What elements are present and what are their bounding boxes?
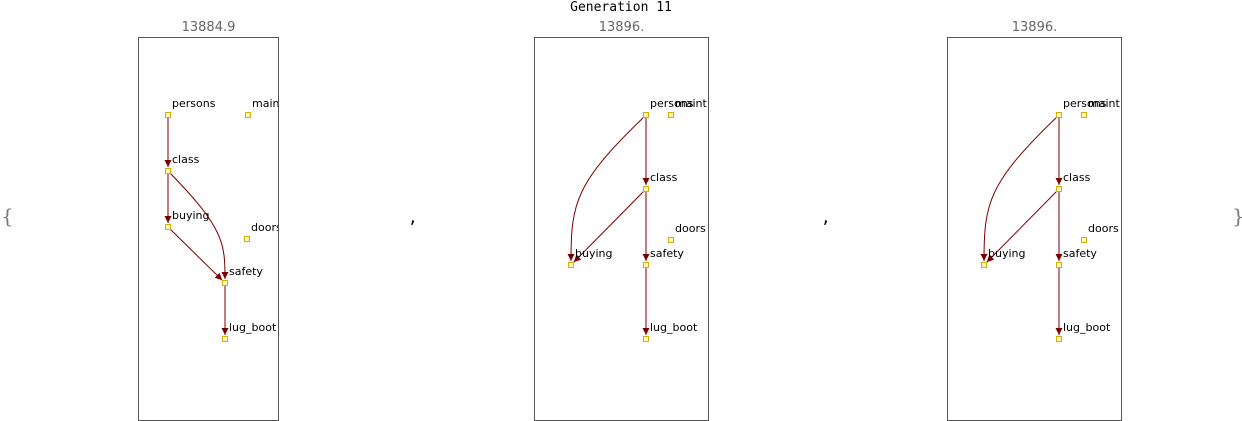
node-persons: persons	[643, 97, 694, 118]
separator-comma-1: ,	[408, 208, 418, 227]
graph-score-3: 13896.	[1011, 20, 1058, 35]
node-maint: maint	[1081, 97, 1120, 118]
node-label-maint: maint	[252, 97, 278, 110]
node-marker-safety	[1056, 262, 1062, 268]
node-label-doors: doors	[251, 221, 278, 234]
node-label-class: class	[172, 153, 200, 166]
node-label-persons: persons	[1063, 97, 1107, 110]
node-label-maint: maint	[675, 97, 707, 110]
node-label-safety: safety	[229, 265, 263, 278]
graph-panel-2: persons maint class doors buying safety lug_bo…	[534, 37, 709, 421]
node-label-lug-boot: lug_boot	[229, 321, 277, 334]
node-marker-doors	[1081, 237, 1087, 243]
node-doors: doors	[668, 222, 706, 243]
edge-buying-to-safety	[167, 226, 223, 281]
node-marker-safety	[222, 280, 228, 286]
node-safety: safety	[222, 265, 263, 286]
node-lug-boot: lug_boot	[1056, 321, 1111, 342]
edge-persons-to-buying	[567, 114, 647, 262]
close-brace: }	[1232, 204, 1242, 228]
separator-comma-2: ,	[821, 208, 831, 227]
node-doors: doors	[244, 221, 278, 242]
node-marker-persons	[1056, 112, 1062, 118]
node-marker-maint	[668, 112, 674, 118]
node-buying: buying	[165, 209, 209, 230]
node-label-safety: safety	[1063, 247, 1097, 260]
node-lug-boot: lug_boot	[222, 321, 277, 342]
node-marker-buying	[981, 262, 987, 268]
node-label-doors: doors	[1088, 222, 1119, 235]
node-marker-persons	[643, 112, 649, 118]
node-maint: maint	[245, 97, 278, 118]
graph-score-2: 13896.	[598, 20, 645, 35]
node-label-persons: persons	[172, 97, 216, 110]
node-marker-lug-boot	[222, 336, 228, 342]
node-marker-safety	[643, 262, 649, 268]
node-label-maint: maint	[1088, 97, 1120, 110]
node-doors: doors	[1081, 222, 1119, 243]
node-label-buying: buying	[988, 247, 1025, 260]
node-buying: buying	[981, 247, 1025, 268]
node-buying: buying	[568, 247, 612, 268]
node-marker-doors	[668, 237, 674, 243]
open-brace: {	[1, 204, 14, 228]
node-marker-class	[643, 186, 649, 192]
node-lug-boot: lug_boot	[643, 321, 698, 342]
node-label-lug-boot: lug_boot	[1063, 321, 1111, 334]
node-marker-class	[165, 168, 171, 174]
node-label-buying: buying	[575, 247, 612, 260]
node-class: class	[165, 153, 200, 174]
edge-class-to-buying	[573, 188, 647, 263]
node-marker-persons	[165, 112, 171, 118]
node-label-class: class	[650, 171, 678, 184]
generation-title: Generation 11	[570, 0, 672, 15]
node-label-safety: safety	[650, 247, 684, 260]
graph-svg-1: persons maint class buying doors safety lug_bo…	[164, 97, 278, 342]
graph-panel-1: persons maint class buying doors safety lug_bo…	[138, 37, 279, 421]
graph-score-1: 13884.9	[181, 20, 236, 35]
graph-panel-3: persons maint class doors buying safety lug_bo…	[947, 37, 1122, 421]
node-label-persons: persons	[650, 97, 694, 110]
node-class: class	[643, 171, 678, 192]
node-label-lug-boot: lug_boot	[650, 321, 698, 334]
edge-persons-to-buying	[980, 114, 1060, 262]
node-safety: safety	[1056, 247, 1097, 268]
node-marker-buying	[568, 262, 574, 268]
node-marker-lug-boot	[643, 336, 649, 342]
node-marker-buying	[165, 224, 171, 230]
node-marker-maint	[1081, 112, 1087, 118]
node-label-doors: doors	[675, 222, 706, 235]
node-persons: persons	[1056, 97, 1107, 118]
node-safety: safety	[643, 247, 684, 268]
node-marker-doors	[244, 236, 250, 242]
node-marker-lug-boot	[1056, 336, 1062, 342]
node-persons: persons	[165, 97, 216, 118]
node-marker-maint	[245, 112, 251, 118]
node-marker-class	[1056, 186, 1062, 192]
node-maint: maint	[668, 97, 707, 118]
node-label-class: class	[1063, 171, 1091, 184]
edge-class-to-buying	[986, 188, 1060, 263]
node-class: class	[1056, 171, 1091, 192]
edge-class-to-safety	[167, 170, 229, 280]
node-label-buying: buying	[172, 209, 209, 222]
